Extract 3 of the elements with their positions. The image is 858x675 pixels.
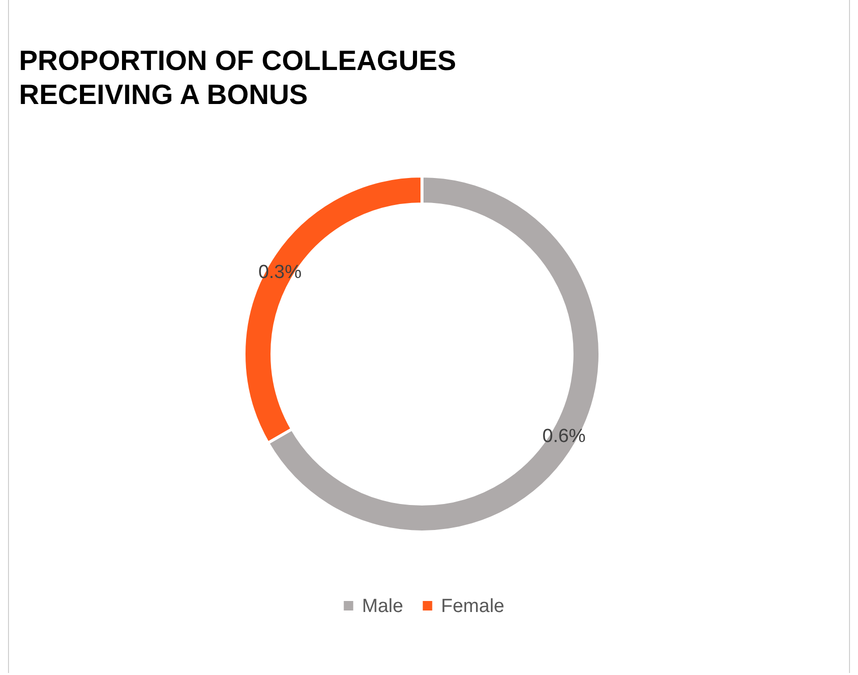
legend-label: Male	[362, 596, 404, 617]
chart-title: PROPORTION OF COLLEAGUES RECEIVING A BONUS	[19, 44, 458, 112]
legend-label: Female	[441, 596, 504, 617]
